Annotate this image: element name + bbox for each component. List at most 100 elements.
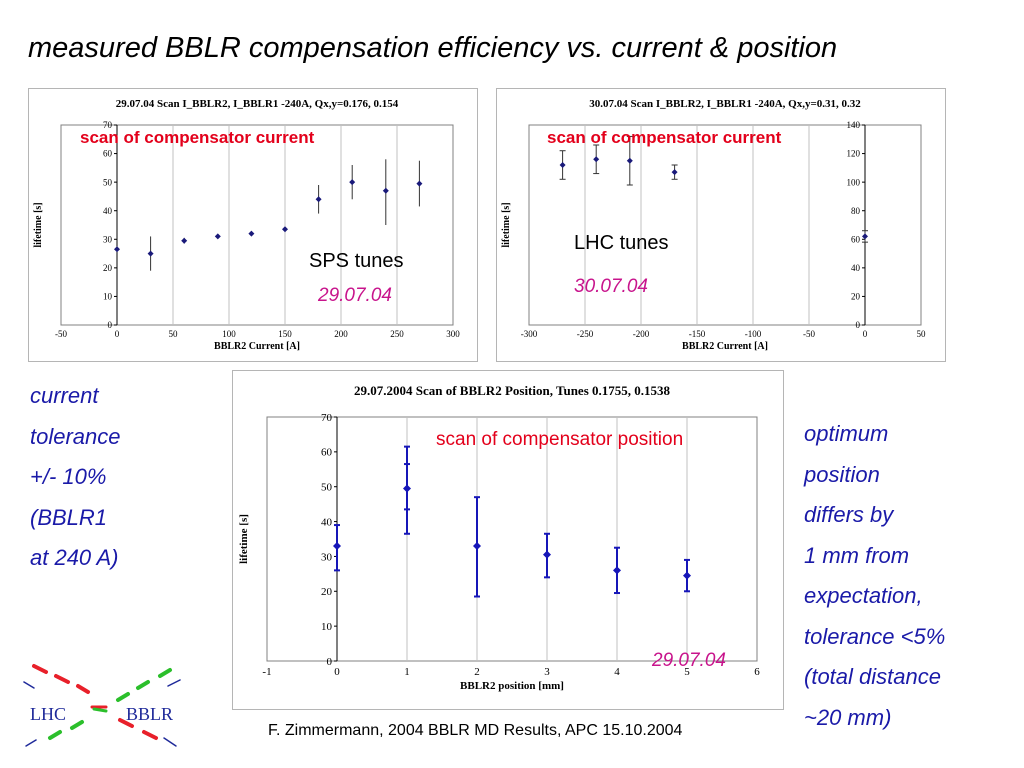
left-note-line: current	[30, 383, 99, 408]
chart3-overlay-label: scan of compensator position	[436, 429, 684, 450]
plot-area	[60, 124, 454, 326]
right-note-line: differs by	[804, 502, 894, 527]
data-point	[613, 566, 621, 575]
y-tick-label: 30	[103, 234, 113, 244]
y-tick-label: 50	[321, 482, 333, 494]
x-tick-label: 150	[278, 329, 292, 339]
data-point	[382, 187, 389, 194]
data-point	[214, 233, 221, 240]
y-tick-label: 0	[108, 320, 113, 330]
chart1-tunes-label: SPS tunes	[309, 250, 404, 272]
right-note: optimum position differs by 1 mm from ex…	[804, 414, 945, 738]
logo-lhc-text: LHC	[30, 704, 66, 724]
right-note-line: tolerance <5%	[804, 623, 946, 649]
chart1-svg: 29.07.04 Scan I_BBLR2, I_BBLR1 -240A, Qx…	[33, 98, 460, 352]
y-tick-label: 50	[103, 177, 113, 187]
y-tick-label: 10	[321, 621, 333, 633]
data-point	[473, 541, 481, 550]
right-note-line: ~20 mm)	[804, 704, 892, 730]
data-point	[626, 157, 633, 164]
y-tick-label: 60	[851, 234, 861, 244]
x-tick-label: 0	[115, 329, 120, 339]
data-point	[114, 246, 120, 253]
y-tick-label: 20	[321, 586, 333, 598]
y-tick-label: 60	[103, 149, 113, 159]
data-point	[559, 162, 566, 168]
y-axis-label: lifetime [s]	[33, 202, 44, 247]
y-tick-label: 140	[847, 120, 861, 130]
y-tick-label: 0	[327, 656, 333, 668]
chart2-tunes-label: LHC tunes	[574, 232, 669, 254]
y-tick-label: 70	[103, 120, 113, 130]
y-tick-label: 60	[321, 447, 333, 459]
data-point	[683, 571, 691, 580]
y-tick-label: 40	[103, 206, 113, 216]
y-tick-label: 20	[851, 292, 861, 302]
x-tick-label: 6	[754, 666, 760, 678]
footer-citation: F. Zimmermann, 2004 BBLR MD Results, APC…	[268, 722, 683, 739]
y-tick-label: 40	[851, 263, 861, 273]
chart2-date-label: 30.07.04	[574, 276, 648, 297]
x-tick-label: 0	[334, 666, 340, 678]
x-tick-label: 50	[917, 329, 927, 339]
y-tick-label: 0	[856, 320, 861, 330]
x-tick-label: -50	[55, 329, 67, 339]
chart-position-scan: 29.07.2004 Scan of BBLR2 Position, Tunes…	[232, 370, 784, 710]
y-tick-label: 70	[321, 412, 333, 424]
x-tick-label: 0	[863, 329, 868, 339]
data-point	[862, 233, 868, 240]
x-tick-label: -100	[745, 329, 762, 339]
chart1-date-label: 29.07.04	[318, 285, 392, 306]
x-tick-label: -1	[262, 666, 271, 678]
left-note-line: tolerance	[30, 423, 121, 449]
plot-area	[266, 416, 758, 662]
right-note-line: optimum	[804, 421, 889, 446]
right-note-line: expectation,	[804, 583, 923, 608]
x-tick-label: 4	[614, 666, 620, 678]
data-point	[333, 541, 341, 550]
x-tick-label: 3	[544, 666, 550, 678]
right-note-line: 1 mm from	[804, 542, 910, 568]
data-point	[593, 156, 600, 163]
data-point	[147, 250, 154, 257]
x-tick-label: -300	[521, 329, 538, 339]
y-axis-label: lifetime [s]	[501, 202, 512, 247]
chart-current-scan-sps: 29.07.04 Scan I_BBLR2, I_BBLR1 -240A, Qx…	[28, 88, 478, 362]
y-tick-label: 10	[103, 292, 113, 302]
y-axis-label: lifetime [s]	[238, 514, 250, 564]
chart1-overlay-label: scan of compensator current	[80, 128, 315, 147]
chart-title: 29.07.04 Scan I_BBLR2, I_BBLR1 -240A, Qx…	[116, 98, 399, 110]
data-point	[543, 550, 551, 559]
y-tick-label: 30	[321, 551, 333, 563]
chart-current-scan-lhc: 30.07.04 Scan I_BBLR2, I_BBLR1 -240A, Qx…	[496, 88, 946, 362]
x-tick-label: 1	[404, 666, 410, 678]
chart3-date-label: 29.07.04	[652, 650, 726, 671]
data-point	[403, 484, 411, 493]
right-note-line: (total distance	[804, 664, 941, 689]
data-point	[181, 237, 188, 244]
y-tick-label: 100	[847, 177, 861, 187]
chart-title: 29.07.2004 Scan of BBLR2 Position, Tunes…	[354, 383, 671, 398]
left-note-line: (BBLR1	[30, 504, 108, 530]
left-note-line: at 240 A)	[30, 545, 119, 570]
lhc-bblr-logo: LHC BBLR	[23, 664, 181, 747]
x-tick-label: 5	[684, 666, 690, 678]
y-tick-label: 40	[321, 516, 333, 528]
x-tick-label: 300	[446, 329, 460, 339]
x-tick-label: 2	[474, 666, 480, 678]
y-tick-label: 80	[851, 206, 861, 216]
x-axis-label: BBLR2 Current [A]	[214, 341, 300, 352]
x-tick-label: 200	[334, 329, 348, 339]
x-tick-label: 250	[390, 329, 404, 339]
chart2-overlay-label: scan of compensator current	[547, 128, 782, 147]
chart2-svg: 30.07.04 Scan I_BBLR2, I_BBLR1 -240A, Qx…	[501, 98, 927, 352]
x-tick-label: -200	[633, 329, 650, 339]
chart-title: 30.07.04 Scan I_BBLR2, I_BBLR1 -240A, Qx…	[589, 98, 861, 110]
left-note: current tolerance +/- 10% (BBLR1 at 240 …	[30, 376, 121, 579]
x-tick-label: 100	[222, 329, 236, 339]
y-tick-label: 120	[847, 149, 861, 159]
right-note-line: position	[804, 461, 880, 487]
x-axis-label: BBLR2 Current [A]	[682, 341, 768, 352]
left-note-line: +/- 10%	[30, 464, 107, 489]
data-point	[315, 196, 322, 203]
